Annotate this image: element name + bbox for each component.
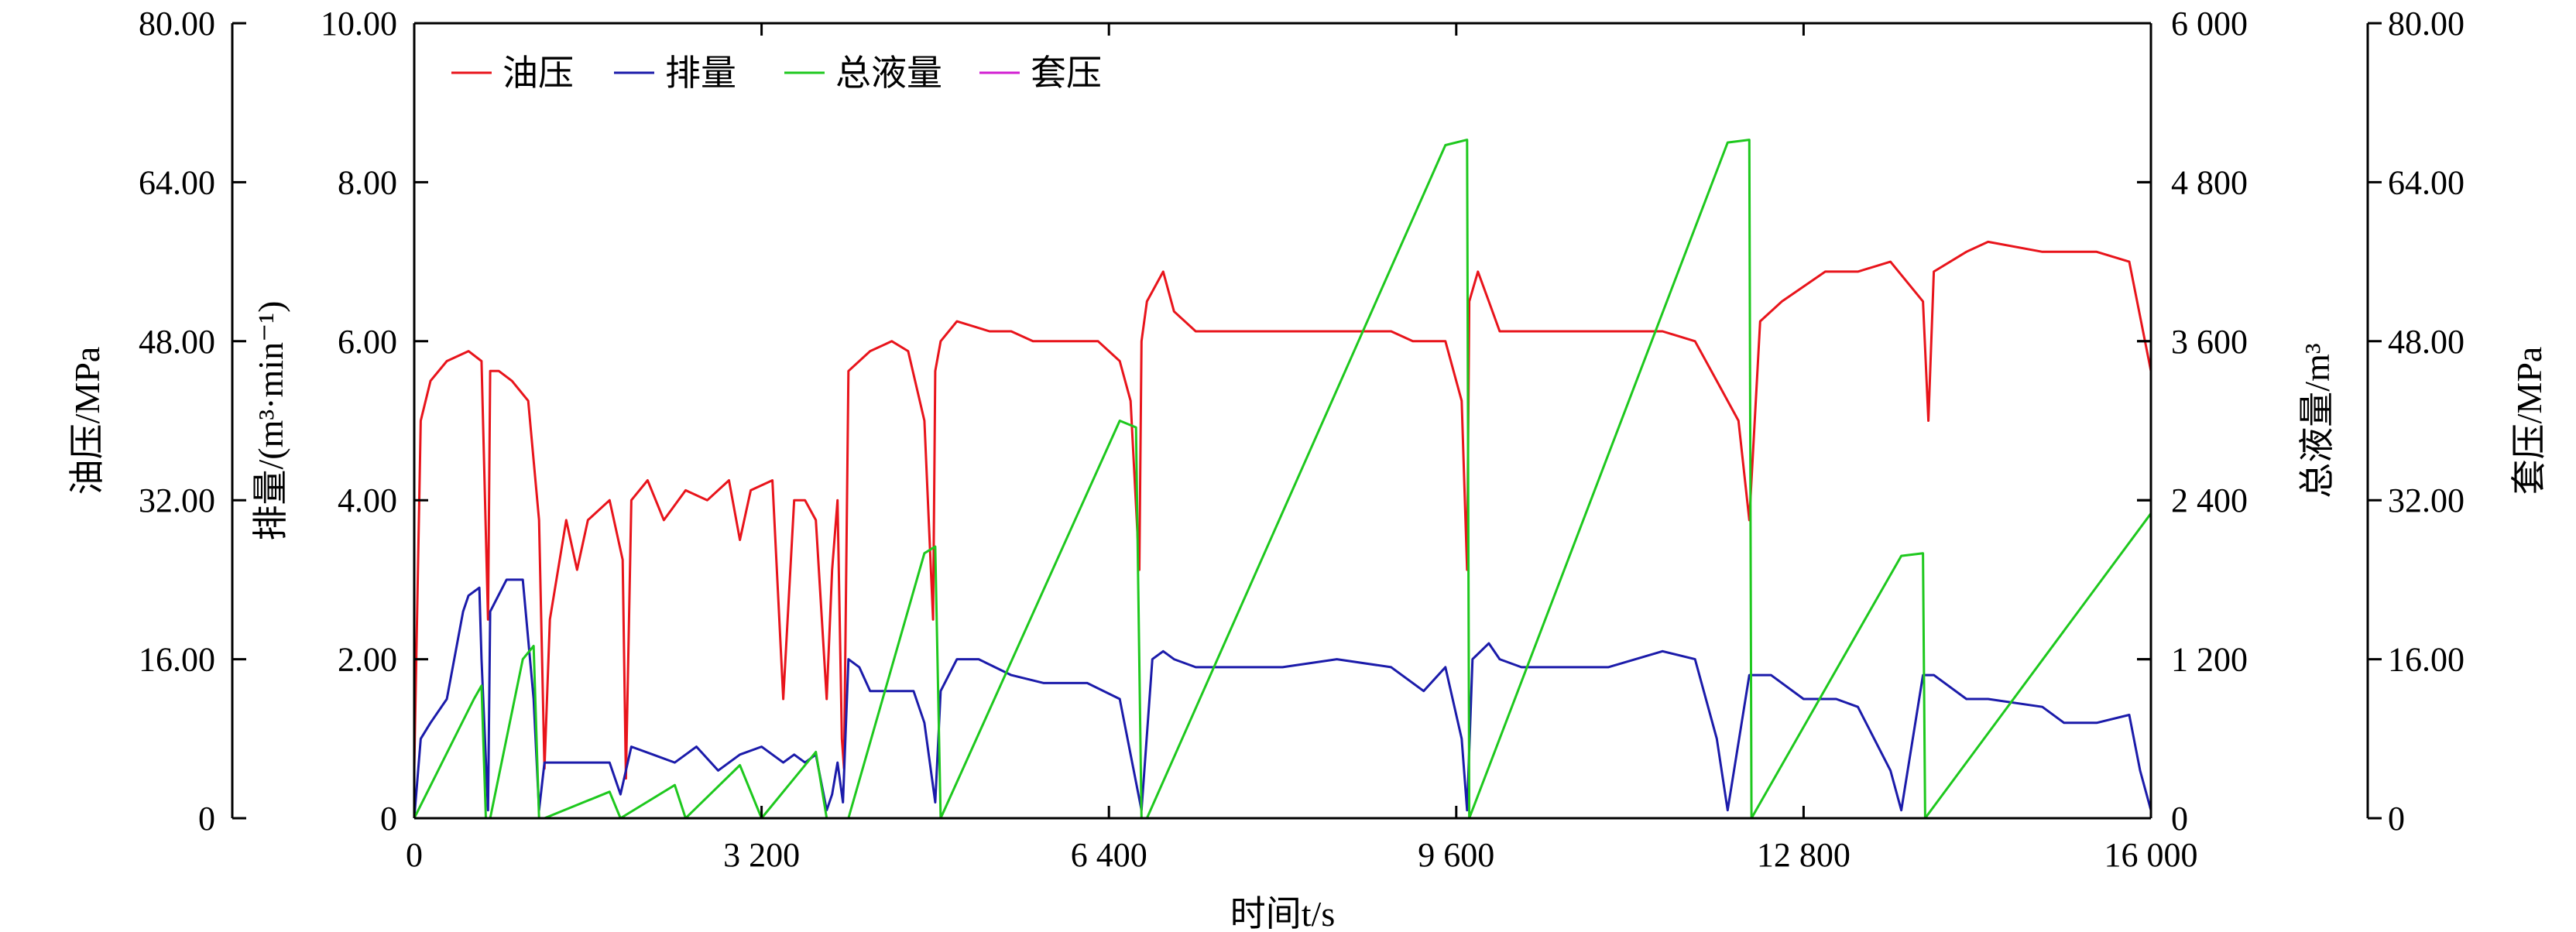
oil-pressure-tick-label-1: 16.00	[139, 641, 215, 679]
x-tick-label-4: 12 800	[1757, 836, 1851, 874]
series-line-1	[414, 578, 2151, 820]
rate-tick-label-2: 4.00	[338, 481, 397, 519]
oil-pressure-tick-label-4: 64.00	[139, 163, 215, 201]
legend: 油压 排量 总液量 套压	[451, 53, 1102, 93]
total-volume-tick-label-4: 4 800	[2171, 163, 2248, 201]
axis-titles: 油压/MPa 排量/(m³·min⁻¹) 总液量/m³ 套压/MPa 时间t/s	[67, 301, 2549, 932]
x-tick-label-1: 3 200	[723, 836, 800, 874]
oil-pressure-tick-label-0: 0	[198, 800, 215, 838]
total-volume-tick-label-2: 2 400	[2171, 481, 2248, 519]
total-volume-tick-label-1: 1 200	[2171, 641, 2248, 679]
casing-pressure-tick-label-0: 0	[2388, 800, 2405, 838]
series-line-0	[414, 240, 2151, 780]
casing-pressure-tick-label-1: 16.00	[2388, 641, 2465, 679]
x-tick-label-2: 6 400	[1071, 836, 1147, 874]
oil-pressure-tick-label-5: 80.00	[139, 5, 215, 43]
casing-pressure-tick-label-3: 48.00	[2388, 323, 2465, 361]
legend-label-3: 套压	[1031, 53, 1102, 93]
casing-pressure-tick-label-2: 32.00	[2388, 481, 2465, 519]
legend-label-2: 总液量	[835, 53, 942, 93]
casing-pressure-tick-label-4: 64.00	[2388, 163, 2465, 201]
oil-pressure-tick-label-3: 48.00	[139, 323, 215, 361]
legend-label-1: 排量	[665, 53, 736, 93]
x-tick-label-0: 0	[406, 836, 423, 874]
total-volume-tick-label-5: 6 000	[2171, 5, 2248, 43]
total-volume-tick-label-0: 0	[2171, 800, 2188, 838]
x-axis-title: 时间t/s	[1230, 894, 1335, 932]
rate-tick-label-1: 2.00	[338, 641, 397, 679]
casing-pressure-axis-title: 套压/MPa	[2509, 347, 2549, 495]
x-tick-label-3: 9 600	[1418, 836, 1494, 874]
oil-pressure-tick-label-2: 32.00	[139, 481, 215, 519]
total-volume-tick-label-3: 3 600	[2171, 323, 2248, 361]
series-line-2	[414, 139, 2151, 820]
rate-tick-label-4: 8.00	[338, 163, 397, 201]
rate-tick-label-3: 6.00	[338, 323, 397, 361]
rate-tick-label-5: 10.00	[321, 5, 397, 43]
legend-label-0: 油压	[503, 53, 574, 93]
rate-tick-label-0: 0	[380, 800, 397, 838]
oil-pressure-axis-title: 油压/MPa	[67, 347, 107, 495]
x-tick-label-5: 16 000	[2104, 836, 2198, 874]
series-layer	[414, 139, 2151, 820]
rate-axis-title: 排量/(m³·min⁻¹)	[251, 301, 290, 541]
casing-pressure-tick-label-5: 80.00	[2388, 5, 2465, 43]
total-volume-axis-title: 总液量/m³	[2297, 343, 2337, 498]
